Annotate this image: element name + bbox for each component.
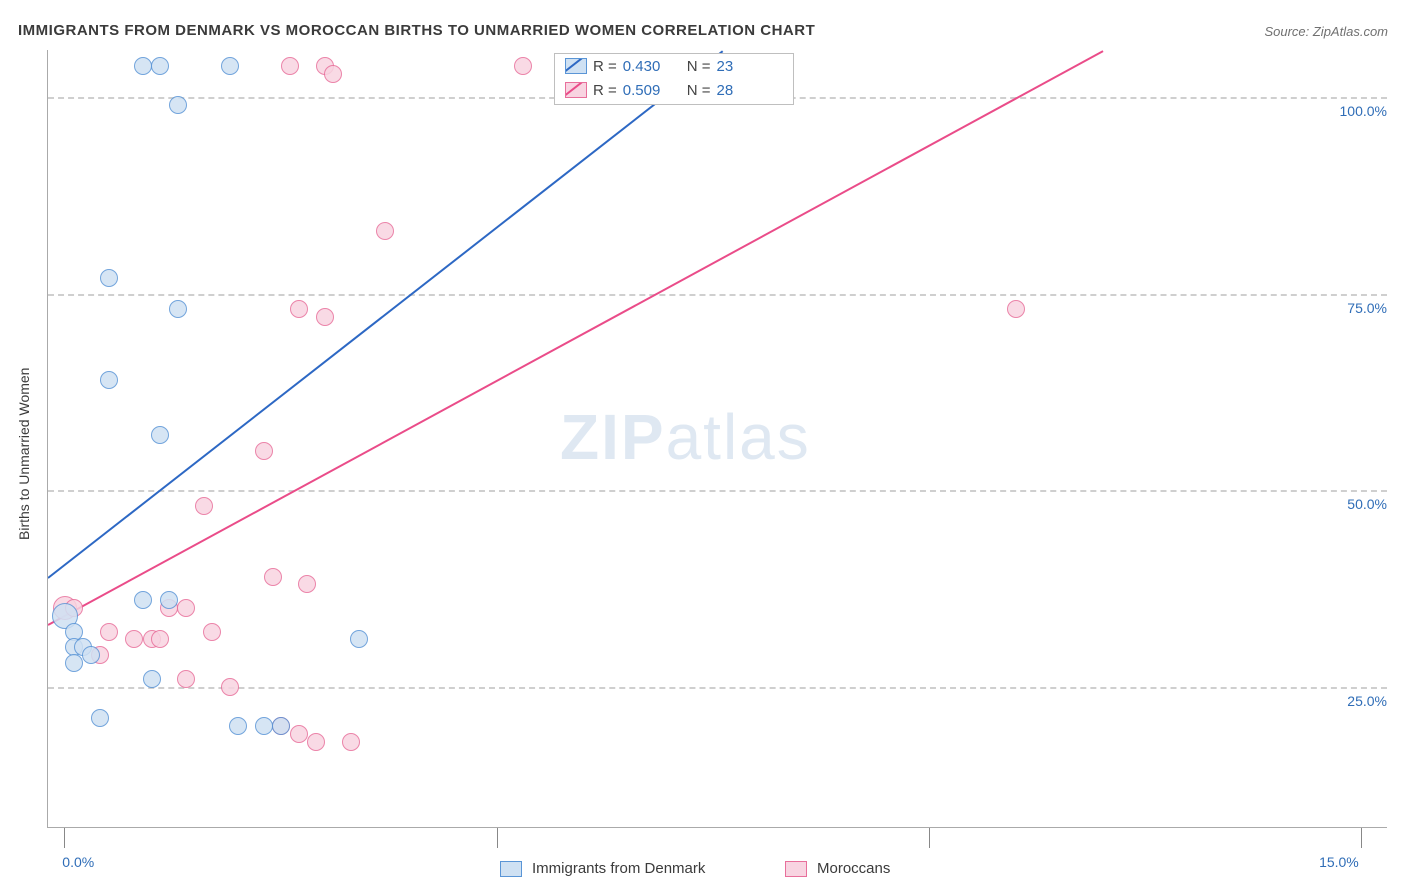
scatter-point-blue [169, 96, 187, 114]
scatter-point-pink [376, 222, 394, 240]
scatter-point-pink [221, 678, 239, 696]
series-legend-item: Immigrants from Denmark [500, 860, 705, 877]
scatter-point-pink [342, 733, 360, 751]
y-tick-label: 25.0% [1327, 693, 1387, 709]
scatter-point-pink [290, 300, 308, 318]
r-label: R = [593, 82, 617, 99]
r-label: R = [593, 58, 617, 75]
grid-line [48, 294, 1387, 296]
n-value: 28 [717, 82, 734, 99]
scatter-point-blue [143, 670, 161, 688]
scatter-point-pink [1007, 300, 1025, 318]
trend-line [48, 50, 1104, 625]
n-value: 23 [717, 58, 734, 75]
y-tick-label: 75.0% [1327, 300, 1387, 316]
scatter-point-pink [290, 725, 308, 743]
legend-swatch [500, 861, 522, 877]
legend-swatch [785, 861, 807, 877]
y-axis-label: Births to Unmarried Women [16, 368, 32, 540]
grid-line [48, 490, 1387, 492]
legend-label: Moroccans [817, 860, 890, 877]
scatter-point-blue [65, 654, 83, 672]
x-tick [1361, 828, 1362, 848]
scatter-point-pink [255, 442, 273, 460]
stats-legend: R = 0.430 N = 23 R = 0.509 N = 28 [554, 53, 794, 105]
x-tick [497, 828, 498, 848]
scatter-point-blue [134, 57, 152, 75]
y-tick-label: 50.0% [1327, 496, 1387, 512]
scatter-point-pink [324, 65, 342, 83]
scatter-point-blue [91, 709, 109, 727]
scatter-point-pink [264, 568, 282, 586]
plot-area [47, 50, 1387, 828]
legend-swatch [565, 58, 587, 74]
scatter-point-blue [82, 646, 100, 664]
scatter-point-blue [100, 371, 118, 389]
x-tick [929, 828, 930, 848]
scatter-point-pink [195, 497, 213, 515]
stats-legend-row: R = 0.430 N = 23 [555, 54, 793, 78]
legend-swatch [565, 82, 587, 98]
r-value: 0.430 [623, 58, 671, 75]
y-tick-label: 100.0% [1327, 103, 1387, 119]
scatter-point-pink [514, 57, 532, 75]
x-tick [64, 828, 65, 848]
scatter-point-blue [229, 717, 247, 735]
r-value: 0.509 [623, 82, 671, 99]
legend-label: Immigrants from Denmark [532, 860, 705, 877]
scatter-point-blue [350, 630, 368, 648]
scatter-point-pink [151, 630, 169, 648]
scatter-point-pink [177, 670, 195, 688]
scatter-point-pink [281, 57, 299, 75]
x-tick-label: 15.0% [1319, 854, 1359, 870]
scatter-point-blue [134, 591, 152, 609]
stats-legend-row: R = 0.509 N = 28 [555, 78, 793, 102]
scatter-point-pink [307, 733, 325, 751]
x-tick-label: 0.0% [62, 854, 94, 870]
scatter-point-pink [298, 575, 316, 593]
scatter-point-blue [151, 426, 169, 444]
scatter-point-pink [203, 623, 221, 641]
scatter-point-blue [100, 269, 118, 287]
trend-line [47, 50, 723, 578]
scatter-point-blue [272, 717, 290, 735]
scatter-point-blue [151, 57, 169, 75]
scatter-point-blue [255, 717, 273, 735]
scatter-point-pink [125, 630, 143, 648]
grid-line [48, 687, 1387, 689]
chart-title: IMMIGRANTS FROM DENMARK VS MOROCCAN BIRT… [18, 22, 815, 39]
scatter-point-blue [221, 57, 239, 75]
scatter-point-blue [169, 300, 187, 318]
source-label: Source: ZipAtlas.com [1264, 24, 1388, 39]
n-label: N = [687, 58, 711, 75]
scatter-point-pink [100, 623, 118, 641]
series-legend-item: Moroccans [785, 860, 890, 877]
scatter-point-blue [160, 591, 178, 609]
n-label: N = [687, 82, 711, 99]
scatter-point-pink [177, 599, 195, 617]
scatter-point-pink [316, 308, 334, 326]
